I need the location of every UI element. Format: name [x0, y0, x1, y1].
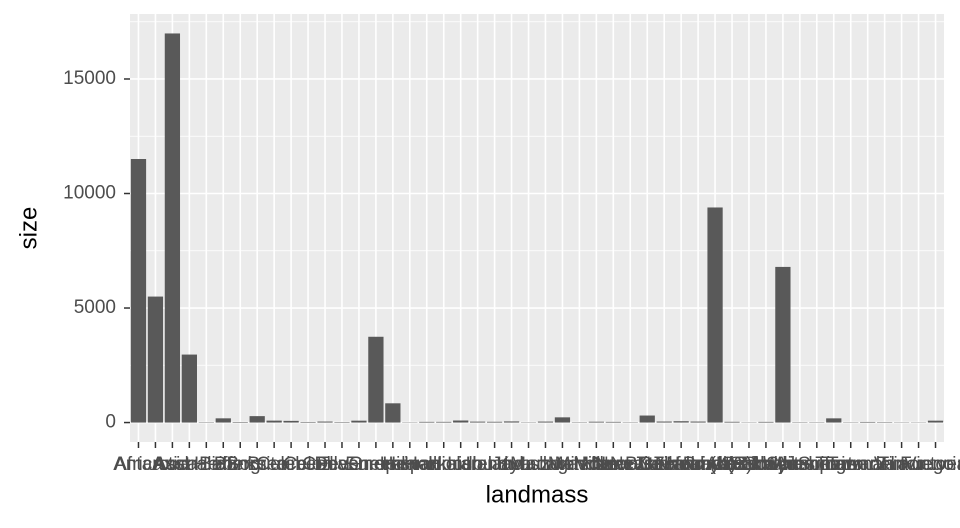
- bar: [317, 421, 333, 423]
- x-tick-label: New Zealand (S): [610, 454, 753, 475]
- bar: [249, 416, 265, 423]
- y-tick-label: 5000: [74, 297, 116, 318]
- x-tick-label: Timor: [878, 454, 927, 475]
- x-tick-label: Hokkaido: [404, 454, 483, 475]
- x-tick-label: Novaya Zemlya: [666, 454, 798, 475]
- bar: [826, 418, 842, 423]
- x-tick-label: South America: [721, 454, 845, 475]
- bar: [775, 266, 791, 423]
- x-tick-label: Iceland: [447, 454, 508, 475]
- x-tick-label: Southampton: [743, 454, 856, 475]
- x-tick-label: Tierra del Fuego: [815, 454, 954, 475]
- x-tick-label: Madagascar: [510, 454, 615, 475]
- x-tick-label: Ireland: [466, 454, 524, 475]
- x-tick-label: Australia: [152, 454, 226, 475]
- x-tick-label: Tasmania: [827, 454, 909, 475]
- x-tick-label: North America: [655, 454, 776, 475]
- bar: [130, 159, 147, 423]
- bar: [605, 421, 621, 423]
- panel: [130, 14, 944, 442]
- x-tick-label: Luzon: [520, 454, 572, 475]
- bar: [758, 421, 774, 423]
- bar: [588, 421, 604, 423]
- bar: [470, 421, 486, 423]
- x-tick-label: Greenland: [348, 454, 437, 475]
- bar: [266, 420, 282, 423]
- x-tick-label: Europe: [345, 454, 406, 475]
- bar: [368, 336, 384, 423]
- y-tick-label: 10000: [63, 183, 116, 204]
- x-tick-label: Kyushu: [497, 454, 560, 475]
- x-tick-label: Taiwan: [821, 454, 880, 475]
- x-tick-label: Honshu: [428, 454, 494, 475]
- x-tick-label: Axel Heiberg: [152, 454, 261, 475]
- bar: [486, 421, 503, 423]
- bar: [639, 415, 655, 423]
- bar: [707, 207, 723, 423]
- x-tick-label: Antarctica: [113, 454, 198, 475]
- bar: [164, 33, 181, 423]
- x-tick-label: Ellesmere: [317, 454, 401, 475]
- x-tick-label: New Zealand (N): [592, 454, 736, 475]
- x-tick-label: Sakhalin: [729, 454, 802, 475]
- bar: [656, 421, 672, 423]
- x-tick-label: Spitsbergen: [766, 454, 867, 475]
- bar: [232, 422, 248, 423]
- bar: [673, 421, 689, 423]
- x-tick-label: Victoria: [904, 454, 960, 475]
- x-tick-label: Banks: [214, 454, 267, 475]
- bar: [860, 421, 876, 423]
- bar: [554, 417, 571, 423]
- x-tick-label: Africa: [114, 454, 163, 475]
- y-tick-label: 15000: [63, 68, 116, 89]
- bar: [537, 421, 554, 423]
- bar: [690, 421, 706, 423]
- bar: [385, 403, 401, 423]
- bar: [215, 418, 231, 423]
- x-tick-label: Devon: [315, 454, 370, 475]
- x-tick-label: Java: [491, 454, 532, 475]
- x-tick-label: Borneo: [227, 454, 288, 475]
- bar: [351, 420, 367, 423]
- bar: [283, 420, 299, 423]
- x-axis-title: landmass: [486, 481, 589, 508]
- x-tick-label: Celon: [283, 454, 333, 475]
- x-tick-label: Cuba: [302, 454, 348, 475]
- x-tick-label: Hispaniola: [382, 454, 471, 475]
- bar: [927, 420, 944, 423]
- x-tick-label: Baffin: [199, 454, 247, 475]
- x-tick-label: Britain: [247, 454, 301, 475]
- x-tick-label: Sumatra: [798, 454, 870, 475]
- x-tick-label: Celebes: [256, 454, 326, 475]
- x-tick-label: Moluccas: [573, 454, 653, 475]
- x-tick-label: New Britain: [582, 454, 679, 475]
- bar: [436, 421, 452, 423]
- bar: [419, 421, 435, 423]
- bar: [147, 296, 164, 423]
- x-tick-label: Mindanao: [555, 454, 638, 475]
- bar: [181, 354, 197, 423]
- x-tick-label: Newfoundland: [637, 454, 758, 475]
- bar: [724, 421, 740, 423]
- y-axis-title: size: [15, 207, 42, 250]
- bar: [453, 420, 469, 423]
- y-tick-label: 0: [105, 412, 116, 433]
- bar: [300, 421, 316, 423]
- x-tick-label: Prince of Wales: [683, 454, 815, 475]
- x-tick-label: New Guinea: [595, 454, 700, 475]
- x-tick-label: Asia: [154, 454, 191, 475]
- bar: [503, 421, 520, 423]
- x-tick-label: Vancouver: [874, 454, 960, 475]
- x-tick-label: Hainan: [380, 454, 440, 475]
- x-tick-label: Melville: [548, 454, 611, 475]
